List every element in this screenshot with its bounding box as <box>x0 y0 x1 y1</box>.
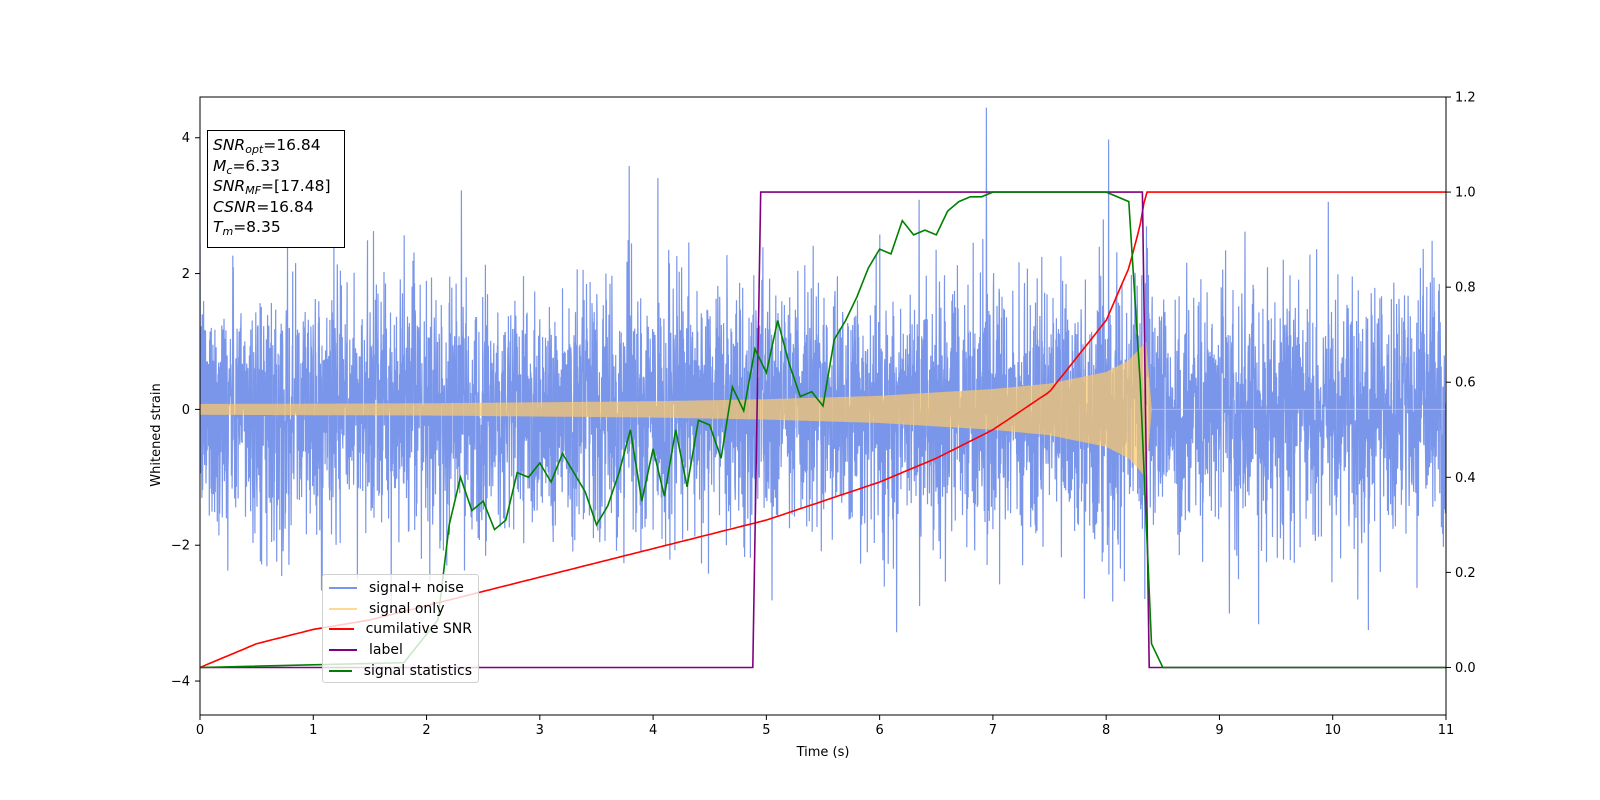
line-signal-plus-noise <box>200 107 1446 633</box>
y-left-tick-label: 0 <box>182 403 190 418</box>
snr-opt-line: SNRopt=16.84 <box>213 136 321 156</box>
x-tick-label: 4 <box>649 723 657 738</box>
series-signal-plus-noise <box>200 107 1446 633</box>
mc-line: Mc=6.33 <box>213 156 280 177</box>
y-axis-right: 0.0 0.2 0.4 0.6 0.8 1.0 1.2 <box>1446 91 1476 676</box>
tm-line: Tm=8.35 <box>213 218 281 238</box>
x-axis: 0 1 2 3 4 5 6 7 8 9 10 11 <box>196 715 1454 738</box>
x-tick-label: 1 <box>309 723 317 738</box>
legend-item-signal-statistics: signal statistics <box>329 660 472 681</box>
x-tick-label: 9 <box>1215 723 1223 738</box>
x-axis-label: Time (s) <box>796 745 850 760</box>
legend-swatch <box>329 649 357 652</box>
legend-item-label: label <box>329 640 472 661</box>
x-tick-label: 8 <box>1102 723 1110 738</box>
y-left-tick-label: 4 <box>182 131 190 146</box>
line-signal-only <box>200 341 1446 478</box>
x-tick-label: 10 <box>1324 723 1341 738</box>
x-tick-label: 7 <box>989 723 997 738</box>
y-axis-left: −4 −2 0 2 4 <box>171 131 200 690</box>
legend-item-signal-only: signal only <box>329 599 472 620</box>
line-signal-statistics <box>200 191 1446 669</box>
csnr-line: CSNR=16.84 <box>213 197 314 216</box>
y-right-tick-label: 0.0 <box>1455 661 1476 676</box>
snr-mf-line: SNRMF=[17.48] <box>213 177 331 197</box>
x-tick-label: 3 <box>536 723 544 738</box>
legend-item-signal-noise: signal+ noise <box>329 578 472 599</box>
y-left-tick-label: −2 <box>171 539 190 554</box>
legend-swatch <box>329 669 352 672</box>
legend-swatch <box>329 628 354 631</box>
y-left-tick-label: 2 <box>182 267 190 282</box>
x-tick-label: 6 <box>875 723 883 738</box>
y-right-tick-label: 0.2 <box>1455 566 1476 581</box>
y-right-tick-label: 0.8 <box>1455 281 1476 296</box>
y-left-tick-label: −4 <box>171 675 190 690</box>
legend-item-cumulative-snr: cumilative SNR <box>329 619 472 640</box>
y-right-tick-label: 0.6 <box>1455 376 1476 391</box>
legend-swatch <box>329 607 357 610</box>
plot-frame <box>199 96 1447 716</box>
annotation-box: SNRopt=16.84 Mc=6.33 SNRMF=[17.48] CSNR=… <box>207 130 345 248</box>
y-axis-label: Whitened strain <box>149 383 164 486</box>
y-right-tick-label: 1.0 <box>1455 186 1476 201</box>
series-signal-statistics <box>200 191 1446 669</box>
x-tick-label: 11 <box>1438 723 1455 738</box>
legend-swatch <box>329 587 357 590</box>
x-tick-label: 0 <box>196 723 204 738</box>
legend: signal+ noise signal only cumilative SNR… <box>322 574 479 683</box>
y-right-tick-label: 1.2 <box>1455 91 1476 106</box>
series-signal-only <box>200 341 1446 478</box>
x-tick-label: 2 <box>422 723 430 738</box>
x-tick-label: 5 <box>762 723 770 738</box>
y-right-tick-label: 0.4 <box>1455 471 1476 486</box>
